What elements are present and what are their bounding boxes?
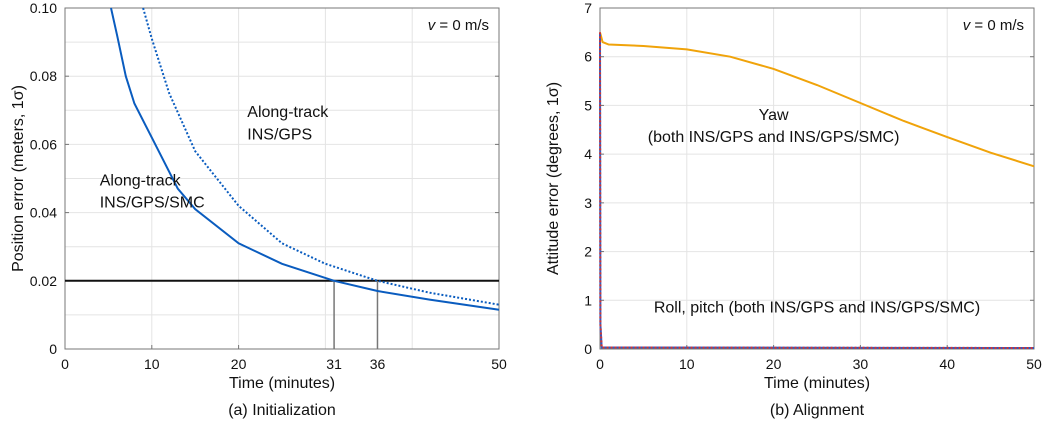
x-tick-label: 36 xyxy=(370,356,386,372)
series-label: Yaw xyxy=(759,107,789,124)
series-label: Roll, pitch (both INS/GPS and INS/GPS/SM… xyxy=(654,299,980,316)
chart-caption: (a) Initialization xyxy=(228,402,336,419)
y-tick-label: 0.10 xyxy=(30,0,57,16)
x-tick-label: 20 xyxy=(766,356,782,372)
x-tick-label: 0 xyxy=(596,356,604,372)
series-label: (both INS/GPS and INS/GPS/SMC) xyxy=(648,129,900,146)
y-tick-label: 4 xyxy=(584,146,592,162)
x-axis-label: Time (minutes) xyxy=(764,375,870,392)
y-tick-label: 0.08 xyxy=(30,68,57,84)
y-tick-label: 1 xyxy=(584,292,592,308)
series-label: Along-track xyxy=(247,104,329,121)
x-tick-label: 31 xyxy=(326,356,342,372)
x-tick-label: 0 xyxy=(61,356,69,372)
y-tick-label: 6 xyxy=(584,49,592,65)
series-line-0 xyxy=(599,32,1035,168)
y-tick-label: 7 xyxy=(584,0,592,16)
x-tick-label: 30 xyxy=(853,356,869,372)
chart-caption: (b) Alignment xyxy=(770,402,865,419)
series-label: Along-track xyxy=(100,172,182,189)
series-line-0 xyxy=(110,7,500,311)
y-tick-label: 0.04 xyxy=(30,205,57,221)
series-label: INS/GPS/SMC xyxy=(100,194,205,211)
annotation-value: = 0 m/s xyxy=(435,17,489,34)
y-tick-label: 0 xyxy=(584,341,592,357)
x-tick-label: 50 xyxy=(1026,356,1042,372)
annotation-variable: v xyxy=(428,17,437,34)
velocity-annotation: v = 0 m/s xyxy=(428,17,489,34)
x-tick-label: 10 xyxy=(144,356,160,372)
annotation-value: = 0 m/s xyxy=(970,17,1024,34)
plot-frame xyxy=(64,7,500,350)
x-tick-label: 10 xyxy=(679,356,695,372)
series-line-roll-pitch-blue xyxy=(599,32,1035,349)
y-tick-label: 3 xyxy=(584,195,592,211)
y-axis-label: Attitude error (degrees, 1σ) xyxy=(545,82,562,275)
x-tick-label: 40 xyxy=(939,356,955,372)
chart-panel-a: 0 10 20 31 36 50 0 0.02 0.04 0.06 0.08 0.10 Time (mi… xyxy=(10,0,507,419)
y-axis-label: Position error (meters, 1σ) xyxy=(10,85,27,272)
x-tick-label: 20 xyxy=(231,356,247,372)
x-axis-label: Time (minutes) xyxy=(229,375,335,392)
y-tick-label: 0.06 xyxy=(30,136,57,152)
y-tick-label: 0 xyxy=(49,341,57,357)
y-tick-label: 5 xyxy=(584,97,592,113)
annotation-variable: v xyxy=(963,17,972,34)
chart-panel-b: 0 10 20 30 40 50 0 1 2 3 4 5 6 7 Time (minutes) Attitud… xyxy=(545,0,1042,419)
y-tick-label: 2 xyxy=(584,244,592,260)
y-tick-label: 0.02 xyxy=(30,273,57,289)
x-tick-label: 50 xyxy=(491,356,507,372)
velocity-annotation: v = 0 m/s xyxy=(963,17,1024,34)
series-line-1 xyxy=(142,7,500,306)
plot-frame xyxy=(599,7,1035,350)
series-label: INS/GPS xyxy=(247,126,312,143)
